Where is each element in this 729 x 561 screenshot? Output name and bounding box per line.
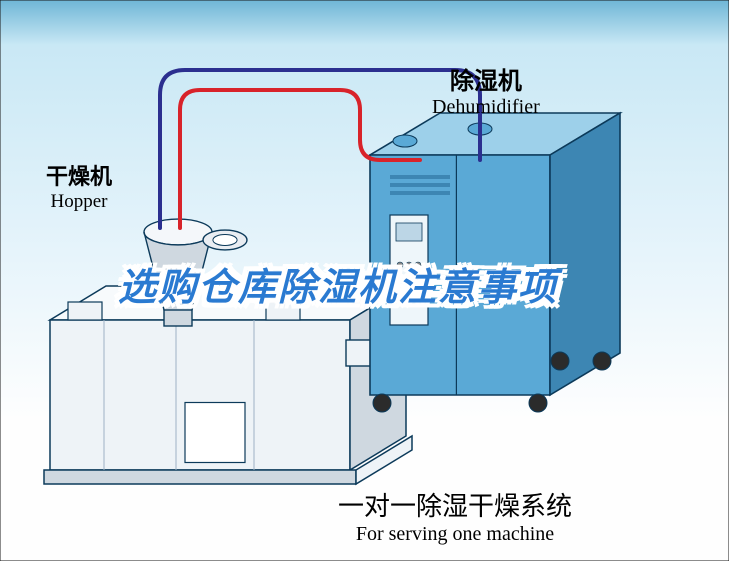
diagram-root: 干燥机 Hopper 除湿机 Dehumidifier 选购仓库除湿机注意事项 … xyxy=(0,0,729,561)
extruder-machine xyxy=(44,286,412,484)
dehumidifier-label-en: Dehumidifier xyxy=(432,96,540,119)
overlay-banner-text: 选购仓库除湿机注意事项 xyxy=(118,267,558,309)
dehumidifier-label: 除湿机 Dehumidifier xyxy=(432,61,540,119)
dehumidifier-label-cn: 除湿机 xyxy=(432,61,540,96)
system-caption-cn: 一对一除湿干燥系统 xyxy=(338,486,572,523)
hopper-label-en: Hopper xyxy=(46,191,112,213)
hopper-label: 干燥机 Hopper xyxy=(46,159,112,213)
system-caption-en: For serving one machine xyxy=(338,523,572,546)
system-caption: 一对一除湿干燥系统 For serving one machine xyxy=(338,486,572,546)
overlay-banner: 选购仓库除湿机注意事项 xyxy=(118,256,558,311)
hopper-label-cn: 干燥机 xyxy=(46,159,112,191)
